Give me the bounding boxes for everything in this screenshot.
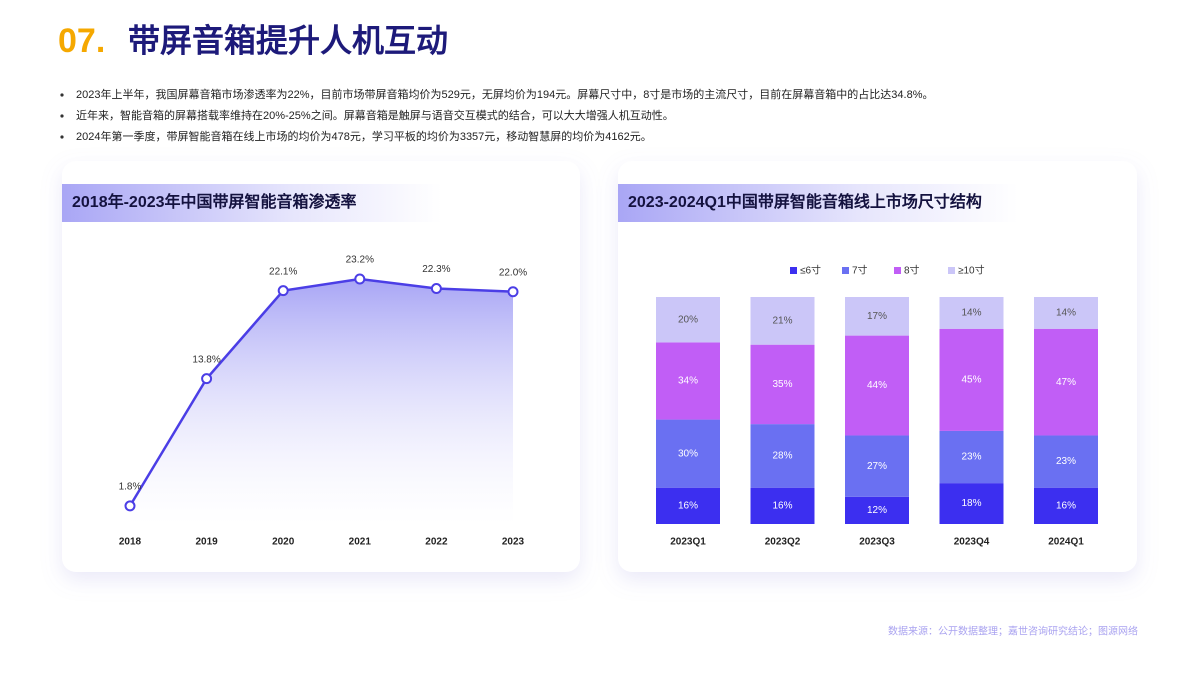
bar-segment xyxy=(656,342,720,420)
data-label: 13.8% xyxy=(192,354,220,365)
x-tick-label: 2023 xyxy=(502,537,525,548)
data-label: 14% xyxy=(961,308,981,319)
card-header xyxy=(62,184,442,222)
bullet-dot xyxy=(60,93,64,97)
bar-segment xyxy=(750,344,815,425)
bar-segment xyxy=(845,435,909,497)
section-number: 07. xyxy=(58,22,105,60)
x-tick-label: 2020 xyxy=(272,537,295,548)
legend-swatch xyxy=(842,267,849,274)
bar-segment xyxy=(1034,297,1098,329)
data-label: 28% xyxy=(772,451,792,462)
data-label: 35% xyxy=(772,379,792,390)
bar-segment xyxy=(845,335,909,436)
bar-segment xyxy=(1034,487,1098,524)
x-tick-label: 2022 xyxy=(425,537,448,548)
point xyxy=(507,286,519,298)
data-label: 17% xyxy=(867,311,887,322)
point xyxy=(201,373,213,385)
slide-title: 带屏音箱提升人机互动 xyxy=(128,22,448,58)
data-label: 16% xyxy=(678,500,698,511)
x-tick-label: 2023Q3 xyxy=(859,537,895,548)
bar-segment xyxy=(939,430,1004,484)
bullet-text: 2023年上半年，我国屏幕音箱市场渗透率为22%，目前市场带屏音箱均价为529元… xyxy=(76,87,934,101)
bar-segment xyxy=(1034,435,1098,488)
x-tick-label: 2023Q4 xyxy=(954,537,990,548)
data-label: 22.0% xyxy=(499,267,527,278)
data-label: 21% xyxy=(772,315,792,326)
legend-label: ≤6寸 xyxy=(800,264,821,277)
line xyxy=(128,277,514,507)
legend-label: ≥10寸 xyxy=(958,264,985,277)
data-label: 22.3% xyxy=(422,264,450,275)
bar-segment xyxy=(750,424,815,488)
legend-label: 8寸 xyxy=(904,264,920,277)
data-label: 1.8% xyxy=(119,482,142,493)
data-label: 23% xyxy=(1056,456,1076,467)
x-tick-label: 2018 xyxy=(119,537,142,548)
data-label: 27% xyxy=(867,461,887,472)
data-label: 12% xyxy=(867,505,887,516)
bullet-dot xyxy=(60,135,64,139)
data-label: 23% xyxy=(961,452,981,463)
data-label: 16% xyxy=(772,500,792,511)
bar-segment xyxy=(939,483,1004,524)
data-label: 14% xyxy=(1056,308,1076,319)
bar-segment xyxy=(845,297,909,336)
legend-swatch xyxy=(894,267,901,274)
data-label: 30% xyxy=(678,448,698,459)
chart-title: 2018年-2023年中国带屏智能音箱渗透率 xyxy=(72,192,357,211)
data-label: 22.1% xyxy=(269,266,297,277)
x-tick-label: 2021 xyxy=(349,537,372,548)
data-label: 45% xyxy=(961,374,981,385)
source: 数据来源：公开数据整理；嘉世咨询研究结论；图源网络 xyxy=(888,625,1138,638)
bar-segment xyxy=(656,297,720,343)
bar-segment xyxy=(939,297,1004,329)
card-header xyxy=(618,184,1018,222)
x-tick-label: 2019 xyxy=(195,537,218,548)
data-label: 20% xyxy=(678,314,698,325)
bullet-dot xyxy=(60,114,64,118)
bar-segment xyxy=(939,328,1004,431)
bar-segment xyxy=(656,487,720,524)
chart-title: 2023-2024Q1中国带屏智能音箱线上市场尺寸结构 xyxy=(628,192,982,211)
point xyxy=(430,283,442,295)
bar-segment xyxy=(750,487,815,524)
x-tick-label: 2023Q2 xyxy=(765,537,801,548)
data-label: 18% xyxy=(961,498,981,509)
point xyxy=(277,285,289,297)
point xyxy=(124,500,136,512)
data-label: 34% xyxy=(678,376,698,387)
area xyxy=(130,279,513,525)
bar-segment xyxy=(1034,328,1098,436)
x-tick-label: 2023Q1 xyxy=(670,537,706,548)
legend-label: 7寸 xyxy=(852,264,868,277)
data-label: 44% xyxy=(867,380,887,391)
data-label: 47% xyxy=(1056,377,1076,388)
bullet-text: 2024年第一季度，带屏智能音箱在线上市场的均价为478元，学习平板的均价为33… xyxy=(76,129,652,143)
bullet-text: 近年来，智能音箱的屏幕搭载率维持在20%-25%之间。屏幕音箱是触屏与语音交互模… xyxy=(76,108,674,122)
x-tick-label: 2024Q1 xyxy=(1048,537,1084,548)
point xyxy=(354,273,366,285)
data-label: 23.2% xyxy=(346,255,374,266)
legend-swatch xyxy=(948,267,955,274)
bar-segment xyxy=(845,496,909,524)
bar-segment xyxy=(656,419,720,488)
legend-swatch xyxy=(790,267,797,274)
bar-segment xyxy=(750,297,815,345)
data-label: 16% xyxy=(1056,500,1076,511)
